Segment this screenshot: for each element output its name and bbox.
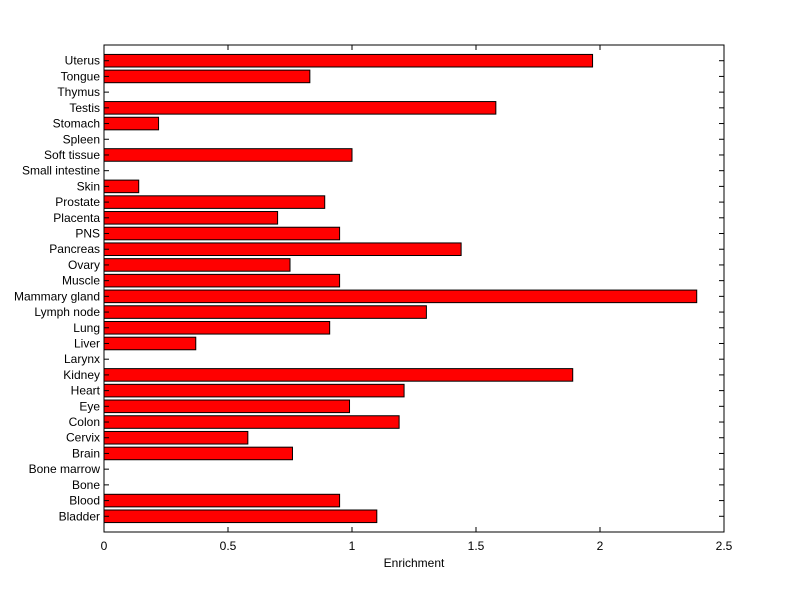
bar-cervix bbox=[103, 430, 249, 445]
bar-stomach bbox=[103, 116, 160, 131]
y-tick-label-pns: PNS bbox=[75, 227, 100, 241]
bar-uterus bbox=[103, 53, 594, 68]
y-tick-label-soft-tissue: Soft tissue bbox=[44, 148, 100, 162]
x-tick-label-2: 2 bbox=[597, 539, 604, 553]
bar-kidney bbox=[103, 368, 574, 382]
y-tick-label-cervix: Cervix bbox=[66, 431, 100, 445]
bar-colon bbox=[103, 415, 400, 429]
x-tick-label-1-5: 1.5 bbox=[468, 539, 485, 553]
y-tick-label-bone-marrow: Bone marrow bbox=[29, 462, 101, 476]
y-tick-label-small-intestine: Small intestine bbox=[22, 164, 100, 178]
x-tick-label-1: 1 bbox=[349, 539, 356, 553]
y-tick-label-lung: Lung bbox=[73, 321, 100, 335]
y-tick-label-mammary-gland: Mammary gland bbox=[14, 289, 100, 303]
y-tick-label-lymph-node: Lymph node bbox=[34, 305, 100, 319]
bar-pancreas bbox=[103, 242, 462, 257]
y-tick-label-ovary: Ovary bbox=[68, 258, 100, 272]
bar-eye bbox=[103, 399, 351, 414]
bar-prostate bbox=[103, 195, 326, 209]
y-tick-label-spleen: Spleen bbox=[63, 132, 100, 146]
y-tick-label-larynx: Larynx bbox=[64, 352, 100, 366]
y-tick-label-testis: Testis bbox=[69, 101, 100, 115]
bar-blood bbox=[103, 493, 341, 508]
y-tick-label-skin: Skin bbox=[77, 179, 100, 193]
y-tick-label-pancreas: Pancreas bbox=[49, 242, 100, 256]
bar-lymph-node bbox=[103, 305, 427, 319]
bar-tongue bbox=[103, 69, 311, 84]
x-tick-label-0: 0 bbox=[101, 539, 108, 553]
bar-heart bbox=[103, 383, 405, 398]
bar-lung bbox=[103, 320, 331, 335]
bar-liver bbox=[103, 336, 197, 351]
bar-pns bbox=[103, 226, 341, 241]
x-tick-label-0-5: 0.5 bbox=[220, 539, 237, 553]
bar-skin bbox=[103, 179, 140, 194]
bar-ovary bbox=[103, 258, 291, 272]
bar-muscle bbox=[103, 273, 341, 288]
x-axis-label: Enrichment bbox=[384, 556, 445, 570]
x-axis-ticks: 0 0.5 1 1.5 2 2.5 bbox=[101, 45, 733, 553]
y-tick-label-stomach: Stomach bbox=[53, 117, 100, 131]
y-tick-label-blood: Blood bbox=[69, 494, 100, 508]
bar-soft-tissue bbox=[103, 148, 353, 162]
y-tick-label-prostate: Prostate bbox=[55, 195, 100, 209]
y-tick-label-brain: Brain bbox=[72, 446, 100, 460]
bar-testis bbox=[103, 101, 497, 115]
y-tick-label-tongue: Tongue bbox=[61, 69, 101, 83]
y-tick-label-colon: Colon bbox=[69, 415, 100, 429]
y-tick-label-placenta: Placenta bbox=[53, 211, 100, 225]
y-tick-label-uterus: Uterus bbox=[65, 54, 100, 68]
y-tick-label-thymus: Thymus bbox=[57, 85, 100, 99]
bar-mammary-gland bbox=[103, 289, 698, 304]
y-tick-label-eye: Eye bbox=[79, 399, 100, 413]
bar-placenta bbox=[103, 211, 279, 225]
y-tick-label-bladder: Bladder bbox=[59, 509, 100, 523]
bar-brain bbox=[103, 446, 293, 461]
bar-bladder bbox=[103, 509, 378, 524]
y-tick-label-kidney: Kidney bbox=[63, 368, 100, 382]
x-tick-label-2-5: 2.5 bbox=[716, 539, 733, 553]
y-tick-label-bone: Bone bbox=[72, 478, 100, 492]
y-tick-label-liver: Liver bbox=[74, 336, 100, 350]
plot-frame bbox=[103, 44, 725, 533]
y-tick-label-heart: Heart bbox=[71, 384, 101, 398]
y-tick-label-muscle: Muscle bbox=[62, 274, 100, 288]
